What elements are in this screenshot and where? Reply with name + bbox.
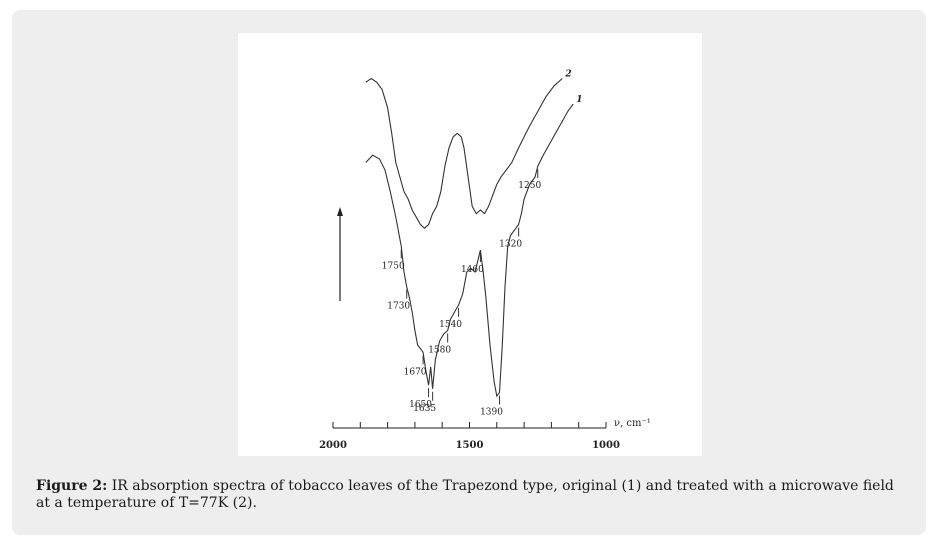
spectrum-line-2: [365, 77, 563, 229]
annotation-label: 1250: [518, 181, 541, 191]
caption-label: Figure 2:: [36, 478, 108, 494]
series-label-1: 1: [576, 95, 582, 105]
figure-image: ν, cm⁻¹ 1 2 1750 1730 1670 1650 1635 1580 1540 146…: [238, 33, 702, 456]
x-tick-label: 1500: [455, 440, 484, 451]
x-tick-label: 2000: [319, 440, 347, 451]
annotation-label: 1750: [382, 261, 405, 271]
annotation-label: 1635: [413, 404, 436, 414]
annotation-label: 1390: [480, 407, 503, 417]
x-tick-label: 1000: [592, 440, 620, 451]
annotation-label: 1670: [404, 367, 427, 377]
annotation-label: 1580: [428, 345, 451, 355]
annotation-label: 1730: [387, 302, 410, 312]
annotation-label: 1540: [439, 320, 462, 330]
caption-text: IR absorption spectra of tobacco leaves …: [36, 478, 894, 511]
series-label-2: 2: [564, 70, 571, 80]
spectrum-line-1: [365, 103, 574, 398]
annotation-label: 1460: [461, 265, 484, 275]
x-axis-title: ν, cm⁻¹: [614, 418, 651, 429]
y-axis-arrowhead: [337, 207, 343, 216]
annotation-label: 1650: [409, 400, 432, 410]
annotation-label: 1320: [499, 240, 522, 250]
figure-caption: Figure 2: IR absorption spectra of tobac…: [36, 478, 911, 512]
